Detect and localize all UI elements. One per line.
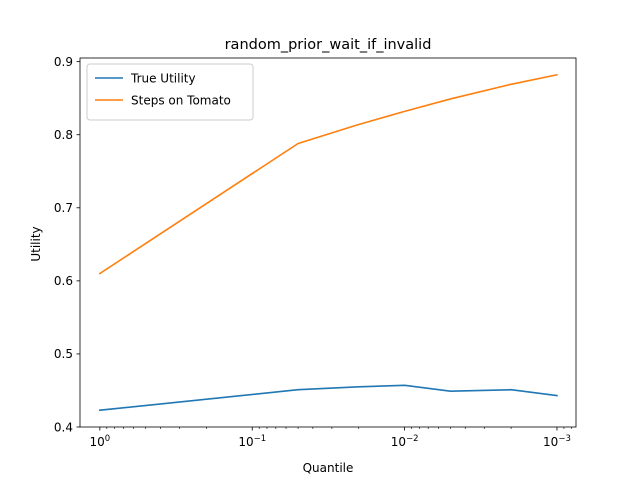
x-tick-label: 10−2 bbox=[391, 434, 419, 449]
x-axis: 100 10−1 10−2 10−3 bbox=[90, 427, 573, 449]
x-tick-label: 100 bbox=[90, 434, 111, 449]
y-axis-label: Utility bbox=[29, 226, 43, 261]
y-tick-label: 0.9 bbox=[54, 55, 73, 69]
y-tick-label: 0.7 bbox=[54, 201, 73, 215]
y-tick-label: 0.4 bbox=[54, 420, 73, 434]
y-tick-label: 0.5 bbox=[54, 347, 73, 361]
legend-label: True Utility bbox=[130, 71, 196, 85]
series-line-1 bbox=[98, 384, 558, 412]
chart-title: random_prior_wait_if_invalid bbox=[225, 37, 432, 53]
plot-area bbox=[79, 57, 577, 428]
legend-frame bbox=[86, 63, 254, 121]
series-line-2 bbox=[98, 73, 558, 275]
legend-label: Steps on Tomato bbox=[131, 93, 231, 107]
y-tick-label: 0.8 bbox=[54, 128, 73, 142]
plot-frame bbox=[79, 57, 577, 428]
x-tick-label: 10−1 bbox=[238, 434, 266, 449]
y-tick-label: 0.6 bbox=[54, 274, 73, 288]
series-layer bbox=[98, 73, 558, 412]
x-axis-label: Quantile bbox=[303, 461, 354, 475]
legend: True Utility Steps on Tomato bbox=[86, 63, 254, 121]
y-axis: 0.4 0.5 0.6 0.7 0.8 0.9 bbox=[54, 55, 80, 434]
x-tick-label: 10−3 bbox=[543, 434, 571, 449]
